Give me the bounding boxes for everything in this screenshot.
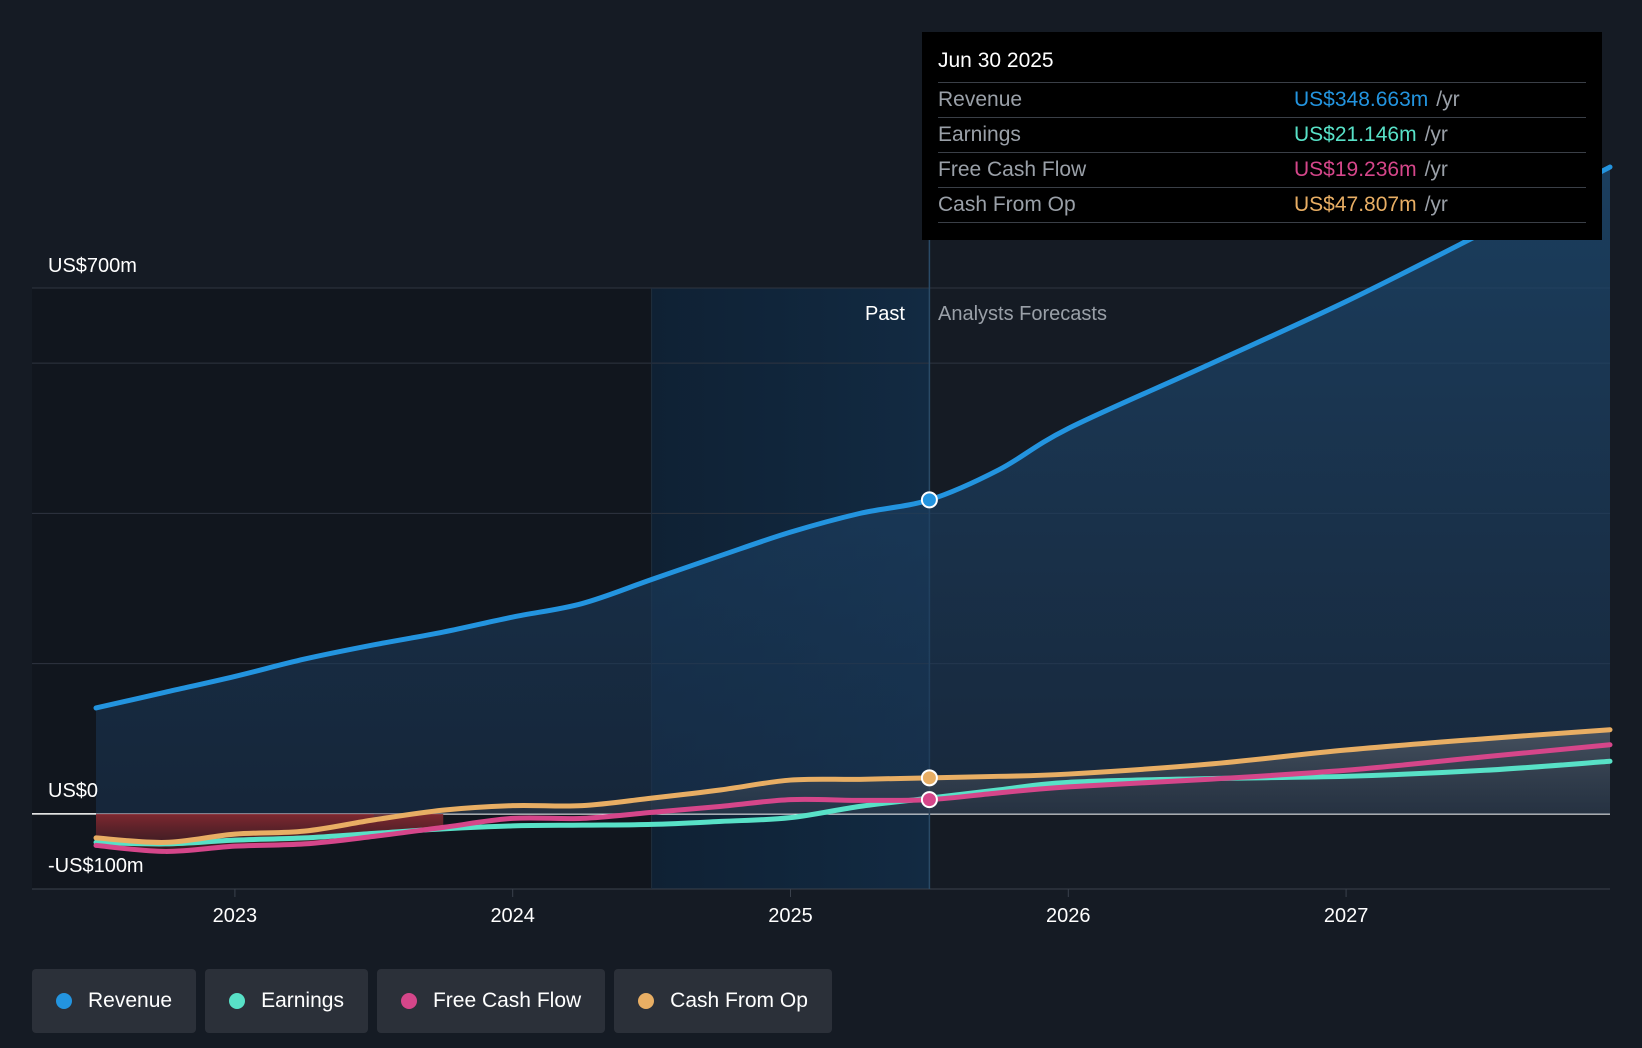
legend-dot-icon [56,993,72,1009]
tooltip-row-free-cash-flow: Free Cash Flow US$19.236m /yr [938,153,1586,188]
x-tick-label: 2026 [1046,905,1091,927]
marker-free-cash-flow [920,791,938,809]
legend-label: Cash From Op [670,989,808,1012]
tooltip-unit: /yr [1424,158,1448,181]
tooltip: Jun 30 2025 Revenue US$348.663m /yr Earn… [922,32,1602,240]
legend-dot-icon [229,993,246,1009]
tooltip-value: US$21.146m [1294,123,1417,146]
tooltip-row-revenue: Revenue US$348.663m /yr [938,83,1586,118]
legend-item-cash-from-op[interactable]: Cash From Op [614,969,832,1033]
tooltip-label: Earnings [938,123,1021,146]
tooltip-row-earnings: Earnings US$21.146m /yr [938,118,1586,153]
tooltip-label: Free Cash Flow [938,158,1087,181]
legend-label: Revenue [88,989,173,1012]
tooltip-label: Cash From Op [938,193,1076,216]
legend-label: Earnings [261,989,344,1012]
x-tick-label: 2024 [490,905,535,927]
tooltip-date: Jun 30 2025 [938,46,1586,83]
x-tick-label: 2027 [1324,905,1369,927]
legend-item-earnings[interactable]: Earnings [205,969,368,1033]
x-tick-label: 2023 [213,905,258,927]
tooltip-value: US$19.236m [1294,158,1417,181]
tooltip-label: Revenue [938,88,1023,111]
tooltip-value: US$348.663m [1294,88,1429,111]
revenue-area [96,167,1610,814]
positive-cashflow-area [373,729,1611,820]
legend-item-free-cash-flow[interactable]: Free Cash Flow [376,969,606,1033]
marker-cash-from-op [920,769,938,787]
tooltip-value: US$47.807m [1294,193,1417,216]
series-line-revenue [93,164,1613,711]
legend-dot-icon [638,993,655,1009]
marker-revenue [920,491,938,509]
tooltip-unit: /yr [1436,88,1460,111]
legend-item-revenue[interactable]: Revenue [32,969,197,1033]
legend-label: Free Cash Flow [432,989,582,1012]
tooltip-row-cash-from-op: Cash From Op US$47.807m /yr [938,188,1586,223]
x-tick-label: 2025 [768,905,813,927]
y-axis-top-label: US$700m [48,255,137,277]
y-axis-bottom-label: -US$100m [48,855,144,877]
y-axis-zero-label: US$0 [48,780,98,802]
legend-dot-icon [400,993,417,1009]
past-label: Past [865,303,905,325]
legend: Revenue Earnings Free Cash Flow Cash Fro… [32,969,832,1033]
tooltip-unit: /yr [1424,193,1448,216]
forecast-label: Analysts Forecasts [938,303,1107,325]
series-line-cash-from-op [93,727,1613,845]
tooltip-unit: /yr [1424,123,1448,146]
series-line-free-cash-flow [93,742,1613,854]
